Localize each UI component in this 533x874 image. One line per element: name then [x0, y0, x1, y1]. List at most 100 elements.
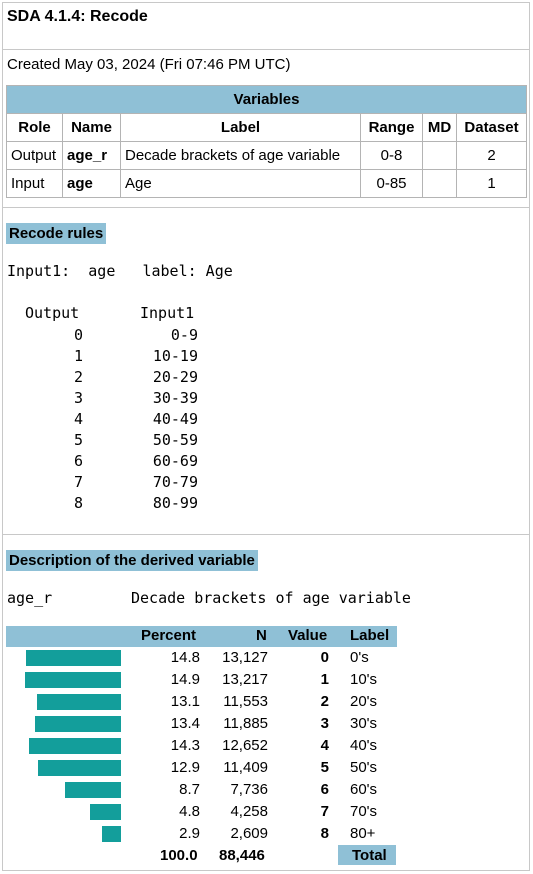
table-row: Input age Age 0-85 1: [6, 169, 527, 198]
recode-rule-output: 6: [73, 452, 83, 470]
freq-value: 8: [320, 825, 329, 842]
col-label: Label: [120, 113, 361, 142]
freq-value: 2: [320, 693, 329, 710]
freq-percent: 2.9: [179, 825, 200, 842]
cell-md: [422, 169, 457, 198]
freq-n: 7,736: [230, 781, 268, 798]
derived-varname: age_r: [7, 589, 53, 607]
percent-bar: [25, 672, 121, 688]
freq-label: 70's: [350, 803, 378, 820]
col-dataset: Dataset: [456, 113, 527, 142]
freq-label: 40's: [350, 737, 378, 754]
title-section: [2, 2, 530, 50]
freq-n: 13,217: [222, 671, 268, 688]
cell-name: age_r: [62, 141, 121, 170]
freq-value: 4: [320, 737, 329, 754]
freq-percent: 13.1: [170, 693, 200, 710]
freq-n: 11,409: [223, 759, 268, 776]
recode-rule-input: 50-59: [152, 431, 198, 449]
freq-percent: 14.9: [170, 671, 200, 688]
freq-label: 30's: [350, 715, 378, 732]
recode-rule-input: 10-19: [152, 347, 198, 365]
recode-rule-output: 3: [73, 389, 83, 407]
percent-bar: [90, 804, 121, 820]
freq-percent: 14.3: [170, 737, 200, 754]
derived-heading: Description of the derived variable: [6, 550, 258, 571]
freq-label: 80+: [350, 825, 376, 842]
recode-section: [2, 208, 530, 535]
freq-n: 13,127: [222, 649, 268, 666]
recode-rule-output: 1: [73, 347, 83, 365]
cell-label: Age: [120, 169, 361, 198]
percent-bar: [29, 738, 121, 754]
freq-label: 10's: [350, 671, 378, 688]
col-n: N: [256, 627, 267, 644]
recode-rule-input: 80-99: [152, 494, 198, 512]
recode-output-header: Output: [25, 304, 80, 322]
freq-value: 1: [320, 671, 329, 688]
created-timestamp: Created May 03, 2024 (Fri 07:46 PM UTC): [7, 56, 291, 73]
cell-name: age: [62, 169, 121, 198]
total-label-box: [338, 845, 396, 865]
recode-rule-input: 20-29: [152, 368, 198, 386]
percent-bar: [35, 716, 121, 732]
freq-percent: 8.7: [179, 781, 200, 798]
percent-bar: [37, 694, 121, 710]
recode-rules-heading: Recode rules: [6, 223, 107, 244]
freq-n: 2,609: [230, 825, 268, 842]
table-row: Output age_r Decade brackets of age vari…: [6, 141, 527, 170]
recode-input-header: Input1: [140, 304, 195, 322]
recode-rule-input: 60-69: [152, 452, 198, 470]
recode-rule-input: 70-79: [152, 473, 198, 491]
freq-label: 0's: [350, 649, 369, 666]
freq-percent: 4.8: [179, 803, 200, 820]
col-range: Range: [360, 113, 423, 142]
col-role: Role: [6, 113, 63, 142]
cell-range: 0-85: [360, 169, 423, 198]
cell-dataset: 1: [456, 169, 527, 198]
recode-input-line: Input1: age label: Age: [7, 262, 233, 280]
cell-md: [422, 141, 457, 170]
freq-n: 11,885: [223, 715, 268, 732]
recode-rule-output: 5: [73, 431, 83, 449]
cell-role: Output: [6, 141, 63, 170]
cell-range: 0-8: [360, 141, 423, 170]
frequency-header: [6, 626, 397, 647]
col-label: Label: [350, 627, 390, 644]
freq-percent: 14.8: [170, 649, 200, 666]
recode-rule-output: 2: [73, 368, 83, 386]
freq-label: 50's: [350, 759, 378, 776]
percent-bar: [65, 782, 121, 798]
cell-role: Input: [6, 169, 63, 198]
freq-value: 5: [320, 759, 329, 776]
recode-rule-input: 30-39: [152, 389, 198, 407]
variables-section: [2, 50, 530, 208]
col-percent: Percent: [141, 627, 197, 644]
variables-table: Variables Role Name Label Range MD Datas…: [6, 85, 527, 198]
freq-value: 0: [320, 649, 329, 666]
col-md: MD: [422, 113, 457, 142]
recode-rule-input: 40-49: [152, 410, 198, 428]
total-n: 88,446: [219, 847, 265, 864]
recode-rule-output: 4: [73, 410, 83, 428]
page-title: SDA 4.1.4: Recode: [7, 8, 148, 25]
freq-percent: 12.9: [170, 759, 200, 776]
freq-n: 12,652: [222, 737, 268, 754]
freq-label: 60's: [350, 781, 378, 798]
variables-caption: Variables: [6, 85, 527, 114]
percent-bar: [102, 826, 121, 842]
total-label: Total: [352, 847, 387, 864]
percent-bar: [38, 760, 121, 776]
freq-value: 6: [320, 781, 329, 798]
freq-value: 7: [320, 803, 329, 820]
percent-bar: [26, 650, 121, 666]
total-percent: 100.0: [160, 847, 198, 864]
cell-label: Decade brackets of age variable: [120, 141, 361, 170]
freq-percent: 13.4: [170, 715, 200, 732]
col-name: Name: [62, 113, 121, 142]
col-value: Value: [288, 627, 328, 644]
derived-varlabel: Decade brackets of age variable: [131, 589, 411, 607]
recode-rule-output: 0: [73, 326, 83, 344]
recode-rule-output: 8: [73, 494, 83, 512]
